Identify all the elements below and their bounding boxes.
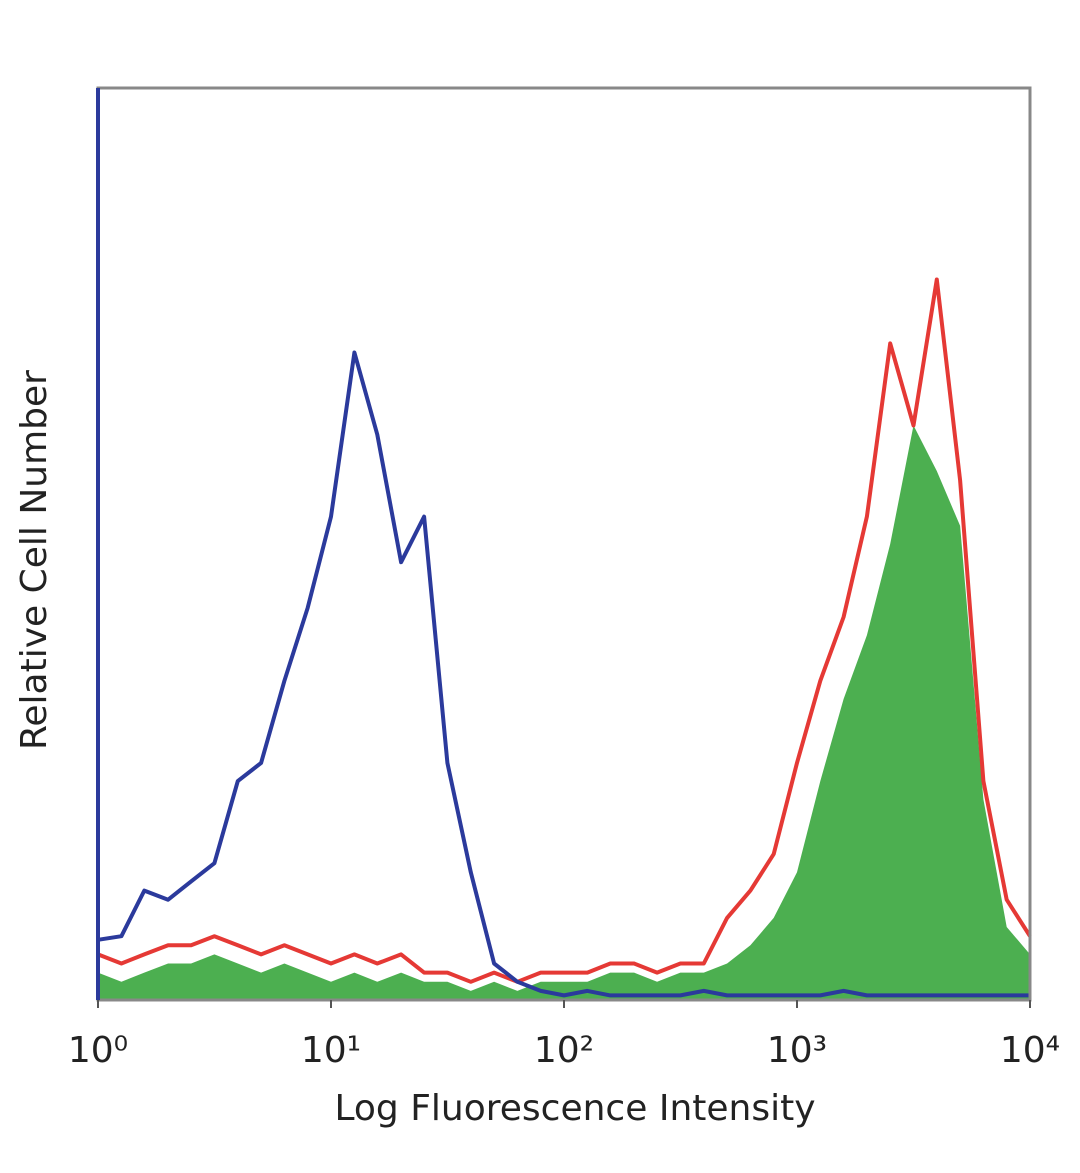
line <box>97 350 1030 998</box>
x-tick-label: 10⁴ <box>1000 1030 1060 1071</box>
x-tick-label: 10¹ <box>301 1030 361 1071</box>
line <box>97 277 1032 984</box>
x-tick-label: 10² <box>534 1030 594 1071</box>
x-axis-label: Log Fluorescence Intensity <box>334 1088 815 1129</box>
area <box>98 425 1030 1000</box>
y-axis-label: Relative Cell Number <box>14 370 55 750</box>
x-tick-label: 10³ <box>767 1030 827 1071</box>
x-tick-label: 10⁰ <box>68 1030 128 1071</box>
